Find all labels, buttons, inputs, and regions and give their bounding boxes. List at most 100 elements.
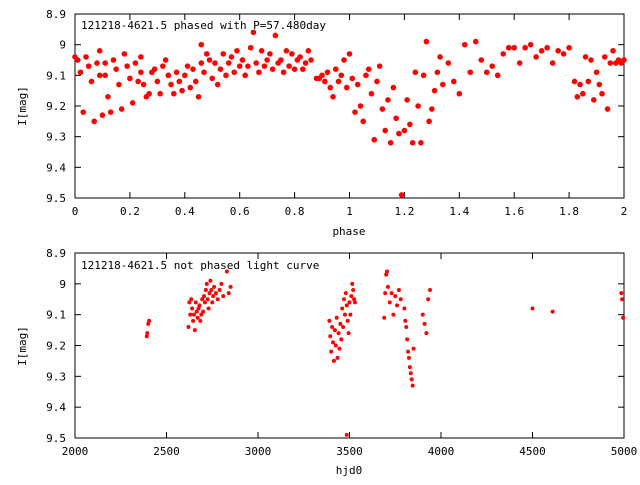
phased-data-point — [451, 78, 457, 85]
phased-data-point — [102, 60, 108, 66]
raw-data-point — [340, 306, 345, 311]
raw-data-point — [190, 306, 195, 311]
phased-data-point — [113, 66, 119, 72]
raw-x-tick-label: 4000 — [428, 445, 455, 458]
phased-data-point — [267, 51, 273, 57]
raw-y-tick-label: 9.4 — [46, 401, 66, 414]
phased-x-tick-label: 1.6 — [504, 205, 524, 218]
raw-data-point — [217, 288, 222, 292]
phased-data-point — [396, 130, 402, 137]
phased-data-point — [132, 60, 139, 66]
raw-data-point — [348, 312, 353, 317]
phased-data-point — [138, 69, 144, 76]
phased-data-point — [483, 69, 490, 76]
phased-data-point — [544, 44, 550, 51]
phased-data-point — [327, 84, 334, 91]
phased-data-point — [390, 84, 397, 91]
phased-x-tick-label: 0.6 — [230, 205, 250, 218]
phased-data-point — [601, 54, 608, 60]
phased-data-point — [566, 44, 572, 51]
phased-data-point — [431, 87, 438, 94]
phased-data-point — [472, 38, 479, 45]
raw-data-points — [144, 269, 626, 437]
phased-data-point — [160, 63, 166, 69]
phased-data-point — [593, 69, 600, 76]
phased-data-points — [72, 29, 627, 198]
phased-data-point — [610, 48, 616, 54]
raw-data-point — [550, 309, 555, 314]
phased-y-tick-label: 8.9 — [46, 8, 66, 21]
raw-data-point — [196, 306, 201, 311]
phased-data-point — [365, 66, 372, 72]
phased-data-point — [379, 106, 386, 112]
phased-data-point — [250, 29, 257, 36]
raw-light-curve-panel: 121218-4621.5 not phased light curve hjd… — [16, 247, 637, 477]
raw-data-point — [396, 288, 401, 292]
raw-data-point — [207, 291, 212, 296]
phased-data-point — [393, 115, 399, 122]
raw-data-point — [410, 383, 415, 388]
raw-x-ticks: 2000 2500 3000 3500 4000 4500 5000 — [62, 253, 637, 458]
phased-data-point — [305, 48, 312, 54]
phased-data-point — [118, 106, 125, 112]
phased-data-point — [440, 81, 446, 88]
phased-data-point — [511, 44, 517, 51]
raw-data-point — [385, 269, 390, 274]
raw-data-point — [219, 281, 224, 286]
raw-data-point — [530, 306, 535, 311]
phased-data-point — [591, 97, 597, 103]
phased-data-point — [387, 140, 394, 146]
phased-data-point — [382, 127, 388, 134]
phased-x-tick-label: 0.4 — [175, 205, 195, 218]
raw-data-point — [330, 325, 335, 329]
phased-data-point — [242, 72, 248, 79]
phased-data-point — [138, 54, 144, 60]
raw-data-point — [197, 303, 202, 308]
raw-data-point — [201, 309, 206, 314]
phased-data-point — [190, 66, 196, 72]
phased-data-point — [107, 109, 114, 115]
phased-data-point — [291, 66, 298, 72]
phased-data-point — [85, 63, 92, 69]
phased-data-point — [220, 51, 227, 57]
phased-data-point — [96, 48, 103, 54]
phased-data-point — [321, 78, 328, 85]
raw-data-point — [398, 297, 403, 302]
raw-data-point — [420, 312, 425, 317]
phased-data-point — [129, 100, 136, 106]
raw-y-tick-label: 9.2 — [46, 340, 66, 353]
raw-data-point — [191, 312, 196, 317]
raw-x-tick-label: 3000 — [245, 445, 272, 458]
phased-data-point — [434, 69, 441, 76]
phased-data-point — [146, 90, 152, 97]
phased-data-point — [124, 63, 130, 69]
phased-data-point — [289, 51, 295, 57]
raw-data-point — [402, 306, 407, 311]
phased-data-point — [245, 63, 251, 69]
raw-data-point — [334, 315, 339, 320]
raw-data-point — [335, 355, 340, 360]
phased-data-point — [83, 54, 89, 60]
phased-data-point — [214, 81, 221, 88]
raw-data-point — [200, 297, 205, 302]
phased-data-point — [187, 84, 194, 91]
raw-data-point — [619, 291, 624, 296]
phased-data-point — [179, 87, 185, 94]
phased-data-point — [580, 90, 586, 97]
raw-data-point — [342, 312, 347, 317]
phased-x-tick-label: 0.2 — [120, 205, 140, 218]
phased-data-point — [343, 84, 350, 91]
raw-data-point — [424, 331, 429, 336]
phased-data-point — [420, 72, 427, 79]
phased-data-point — [338, 72, 345, 79]
phased-data-point — [588, 57, 594, 63]
raw-data-point — [208, 278, 213, 283]
phased-data-point — [596, 81, 603, 88]
raw-data-point — [344, 432, 349, 437]
raw-data-point — [202, 300, 207, 305]
phased-data-point — [445, 60, 452, 66]
phased-data-point — [165, 72, 172, 79]
phased-data-point — [374, 78, 380, 85]
phased-data-point — [198, 41, 205, 48]
raw-data-point — [351, 288, 356, 292]
